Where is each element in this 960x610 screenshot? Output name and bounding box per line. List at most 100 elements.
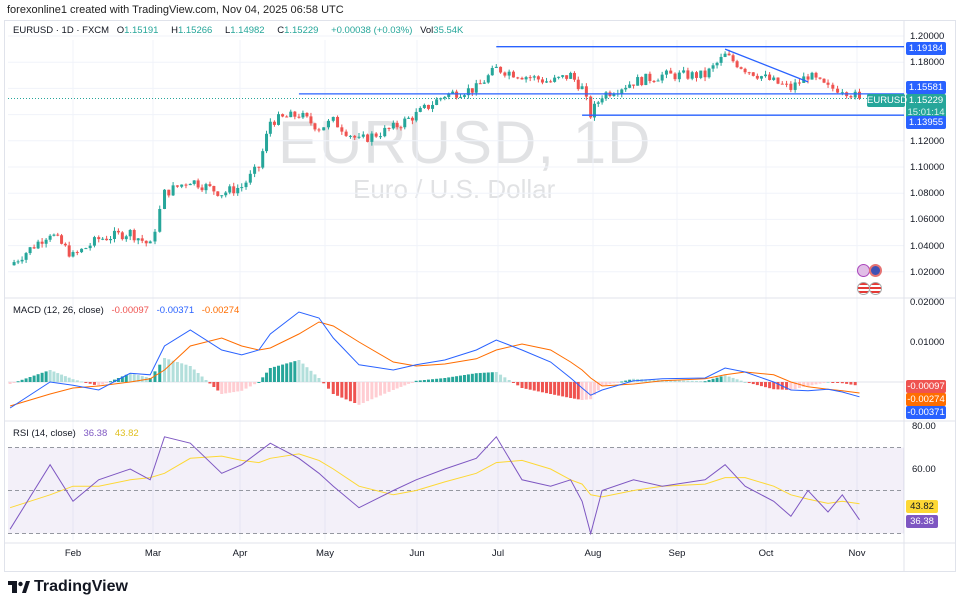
macd-histogram-bar: [707, 380, 711, 382]
rsi-ma-line: [9, 453, 860, 509]
candle-body: [265, 133, 269, 152]
candle-body: [387, 127, 391, 129]
macd-histogram-bar: [747, 382, 751, 384]
candle-body: [63, 243, 67, 246]
price-tick: 1.12000: [910, 136, 945, 147]
candle-body: [297, 116, 301, 118]
candle-body: [253, 166, 257, 174]
candle-body: [212, 186, 216, 192]
candle-body: [422, 104, 426, 108]
macd-histogram-bar: [109, 381, 113, 383]
macd-histogram-bar: [840, 382, 844, 384]
macd-signal-line: [9, 321, 860, 407]
macd-histogram-bar: [305, 367, 309, 382]
macd-histogram-bar: [175, 362, 179, 382]
macd-histogram-bar: [612, 382, 616, 384]
macd-histogram-bar: [755, 382, 759, 386]
candle-body: [528, 77, 532, 79]
candle-body: [470, 88, 474, 93]
macd-histogram-bar: [67, 377, 71, 382]
candle-body: [289, 111, 293, 118]
macd-histogram-bar: [253, 382, 257, 385]
candle-body: [105, 238, 109, 241]
candle-body: [383, 127, 387, 137]
candle-body: [348, 135, 352, 137]
macd-histogram-bar: [616, 382, 620, 383]
rsi-value: 36.38: [83, 428, 108, 439]
candle-body: [532, 76, 536, 78]
macd-histogram-bar: [540, 382, 544, 393]
candle-body: [507, 71, 511, 76]
macd-histogram-bar: [826, 382, 830, 383]
candle-body: [431, 104, 435, 109]
macd-histogram-bar: [32, 375, 36, 382]
rsi-legend[interactable]: RSI (14, close) 36.38 43.82: [13, 428, 144, 439]
macd-histogram-bar: [516, 382, 520, 386]
candle-body: [482, 82, 486, 84]
candle-body: [780, 83, 784, 85]
macd-histogram-bar: [16, 381, 20, 383]
macd-histogram-bar: [136, 375, 140, 382]
macd-histogram-bar: [236, 382, 240, 392]
macd-histogram-bar: [208, 382, 212, 384]
us-flag-icon[interactable]: [869, 282, 882, 295]
macd-histogram-bar: [719, 376, 723, 382]
candle-body: [353, 135, 357, 138]
candle-body: [810, 72, 814, 80]
time-tick: Oct: [758, 548, 774, 559]
macd-histogram-bar: [628, 379, 632, 382]
candle-body: [317, 129, 321, 131]
macd-histogram-bar: [845, 382, 849, 384]
candle-body: [443, 96, 447, 99]
macd-histogram-bar: [383, 382, 387, 394]
candle-body: [478, 83, 482, 85]
macd-histogram-bar: [353, 382, 357, 403]
low-value: 1.14982: [230, 25, 265, 36]
candle-body: [192, 180, 196, 184]
candle-body: [474, 83, 478, 93]
candle-body: [785, 83, 789, 85]
candle-body: [309, 116, 313, 124]
rsi-label: RSI (14, close): [13, 428, 76, 439]
macd-histogram-bar: [836, 382, 840, 383]
macd-histogram-bar: [751, 382, 755, 385]
macd-histogram-bar: [200, 376, 204, 382]
candle-body: [71, 252, 75, 257]
candle-body: [144, 240, 148, 244]
symbol-info[interactable]: EURUSD · 1D · FXCM: [13, 25, 110, 36]
price-tick: 1.04000: [910, 241, 945, 252]
macd-histogram-bar: [224, 382, 228, 394]
currency-icon[interactable]: [869, 264, 882, 277]
time-tick: Apr: [232, 548, 248, 559]
candle-body: [636, 77, 640, 86]
candle-body: [620, 89, 624, 94]
candle-body: [92, 237, 96, 246]
tradingview-logo[interactable]: TradingView: [8, 578, 128, 596]
candle-body: [153, 231, 157, 242]
candle-body: [557, 76, 561, 78]
macd-histogram-bar: [520, 382, 524, 388]
candle-body: [818, 77, 822, 79]
price-tick: 1.20000: [910, 31, 945, 42]
candle-body: [719, 56, 723, 63]
candle-body: [569, 72, 573, 79]
macd-histogram-bar: [524, 382, 528, 389]
candle-body: [690, 72, 694, 79]
macd-histogram-bar: [272, 366, 276, 382]
candle-body: [459, 96, 463, 98]
macd-histogram-bar: [418, 380, 422, 382]
candle-body: [858, 91, 861, 99]
macd-histogram-bar: [399, 382, 403, 387]
macd-histogram-bar: [20, 379, 24, 382]
macd-histogram-bar: [374, 382, 378, 398]
macd-histogram-bar: [40, 372, 44, 382]
macd-legend[interactable]: MACD (12, 26, close) -0.00097 -0.00371 -…: [13, 305, 244, 316]
candle-body: [751, 72, 755, 76]
macd-histogram-bar: [277, 365, 281, 382]
candle-body: [188, 183, 192, 186]
candle-body: [797, 82, 801, 84]
macd-histogram-bar: [344, 382, 348, 400]
candle-body: [399, 127, 403, 129]
candle-body: [88, 245, 92, 249]
